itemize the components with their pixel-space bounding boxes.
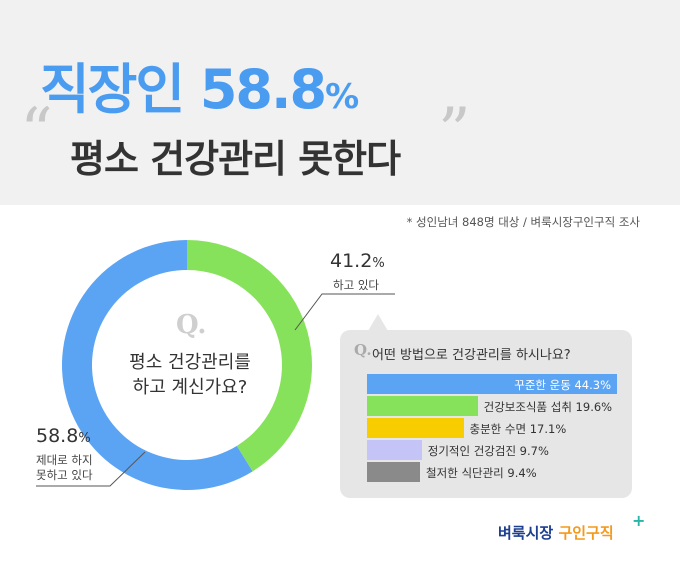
- source-note: * 성인남녀 848명 대상 / 벼룩시장구인구직 조사: [406, 215, 640, 229]
- bar: [367, 462, 421, 482]
- logo-part1: 벼룩시장: [498, 524, 554, 542]
- no-label-line2: 못하고 있다: [36, 468, 93, 482]
- header-background: [0, 0, 680, 205]
- no-label-line1: 제대로 하지: [36, 453, 93, 467]
- donut-question-line1: 평소 건강관리를: [129, 352, 251, 373]
- bar-chart: 꾸준한 운동 44.3% 건강보조식품 섭취 19.6% 충분한 수면 17.1% 정…: [367, 374, 617, 484]
- donut-segment-no: [62, 240, 253, 490]
- bar-row: 철저한 식단관리 9.4%: [367, 462, 617, 482]
- logo-plus-icon: +: [632, 511, 646, 530]
- no-percent-sign: %: [78, 431, 91, 446]
- bar: [367, 396, 478, 416]
- brand-logo: 벼룩시장 구인구직 +: [498, 511, 645, 543]
- bar-row: 건강보조식품 섭취 19.6%: [367, 396, 617, 416]
- donut-segment-yes: [187, 240, 313, 472]
- logo-part2: 구인구직: [558, 524, 614, 542]
- headline-percent: %: [325, 77, 359, 117]
- bar: [367, 374, 617, 394]
- methods-panel: Q. 어떤 방법으로 건강관리를 하시나요? 꾸준한 운동 44.3% 건강보조식…: [340, 330, 632, 498]
- bar-row: 충분한 수면 17.1%: [367, 418, 617, 438]
- bar-row: 꾸준한 운동 44.3%: [367, 374, 617, 394]
- yes-label: 하고 있다: [333, 278, 379, 292]
- bar-label: 꾸준한 운동 44.3%: [514, 378, 611, 392]
- bar: [367, 418, 464, 438]
- yes-value-label: 41.2%: [330, 250, 385, 272]
- no-value: 58.8: [36, 425, 79, 447]
- bar-label: 건강보조식품 섭취 19.6%: [483, 400, 613, 414]
- subheadline: 평소 건강관리 못한다: [70, 137, 401, 181]
- no-value-label: 58.8%: [36, 425, 91, 447]
- bar-label: 충분한 수면 17.1%: [469, 422, 567, 436]
- yes-value: 41.2: [330, 250, 373, 272]
- bar: [367, 440, 422, 460]
- donut-chart: [62, 240, 313, 490]
- open-quote: “: [20, 95, 53, 169]
- panel-q-mark: Q.: [354, 341, 372, 359]
- donut-question-line2: 하고 계신가요?: [132, 377, 248, 398]
- bar-row: 정기적인 건강검진 9.7%: [367, 440, 617, 460]
- donut-q-mark: Q.: [176, 310, 207, 340]
- headline-text: 직장인 58.8: [40, 58, 327, 121]
- bar-label: 정기적인 건강검진 9.7%: [427, 444, 549, 458]
- close-quote: ”: [438, 95, 471, 169]
- yes-percent-sign: %: [372, 256, 385, 271]
- panel-title: 어떤 방법으로 건강관리를 하시나요?: [372, 348, 571, 363]
- bar-label: 철저한 식단관리 9.4%: [426, 466, 537, 480]
- headline: 직장인 58.8%: [40, 45, 359, 124]
